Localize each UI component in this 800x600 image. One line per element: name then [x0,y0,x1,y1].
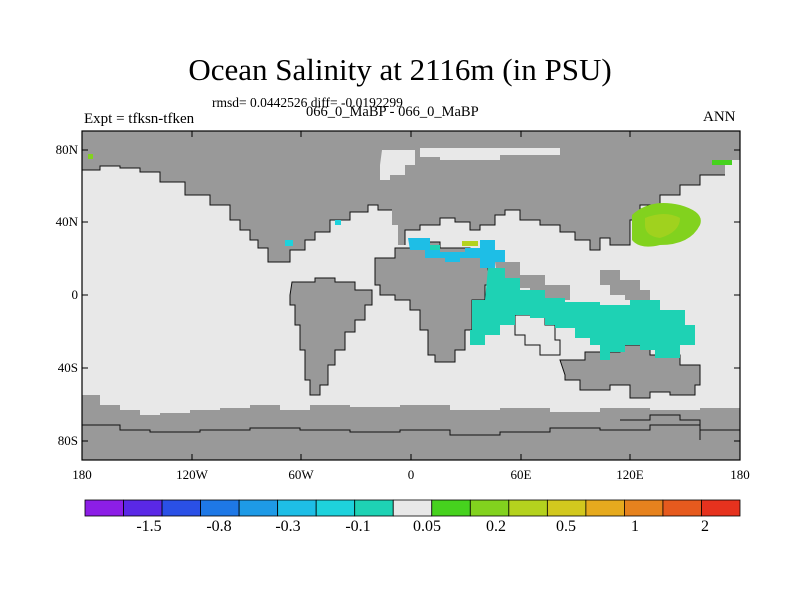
colorbar-swatch-11 [508,499,548,517]
experiment-label: Expt = tfksn-tfken [84,111,195,127]
colorbar-label-7: 1 [631,518,639,535]
colorbar-swatch-13 [585,499,625,517]
colorbar-swatch-0 [84,499,124,517]
lon-label-120w: 120W [176,467,208,482]
lon-label-180e: 180 [730,467,750,482]
colorbar-label-4: 0.05 [413,518,441,535]
colorbar-label-8: 2 [701,518,709,535]
stats-text: rmsd= 0.0442526 diff= -0.0192299 [212,95,403,110]
lat-label-40n: 40N [55,214,78,229]
colorbar-label-3: -0.1 [345,518,371,535]
colorbar-swatch-10 [469,499,510,517]
colorbar-swatch-2 [161,499,201,517]
season-label: ANN [703,109,736,125]
colorbar-label-5: 0.2 [486,518,506,535]
anomaly-patches [88,154,732,360]
colorbar-swatch-6 [315,499,356,517]
lat-label-80n: 80N [55,142,78,157]
colorbar-label-2: -0.3 [275,518,301,535]
lon-tick-marks [81,131,741,460]
colorbar-swatch-3 [200,499,240,517]
lon-label-60e: 60E [510,467,532,482]
lon-label-60w: 60W [288,467,314,482]
colorbar [84,499,741,517]
lat-label-80s: 80S [57,433,78,448]
colorbar-swatch-1 [123,499,163,517]
subtitle: 066_0_MaBP - 066_0_MaBP [306,104,479,120]
lon-label-180w: 180 [72,467,92,482]
colorbar-label-0: -1.5 [136,518,162,535]
map-land [82,131,740,460]
colorbar-label-1: -0.8 [206,518,232,535]
plot-title: Ocean Salinity at 2116m (in PSU) [188,52,612,87]
colorbar-swatch-15 [662,499,702,517]
colorbar-swatch-16 [701,499,741,517]
colorbar-swatch-9 [431,499,471,517]
lat-label-40s: 40S [57,360,78,375]
colorbar-swatch-7 [354,499,394,517]
colorbar-label-6: 0.5 [556,518,576,535]
colorbar-swatch-5 [277,499,317,517]
lon-label-120e: 120E [616,467,644,482]
lat-tick-marks [82,149,740,442]
colorbar-swatch-12 [546,499,587,517]
colorbar-swatch-8 [392,499,433,517]
colorbar-swatch-4 [238,499,279,517]
lon-label-0: 0 [407,467,415,482]
colorbar-swatch-14 [624,499,664,517]
lat-label-0: 0 [71,287,79,302]
